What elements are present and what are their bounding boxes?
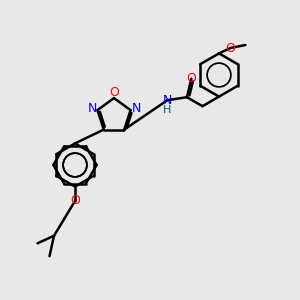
Text: O: O [187, 72, 196, 85]
Text: N: N [87, 102, 97, 115]
Text: N: N [163, 94, 172, 107]
Text: O: O [70, 194, 80, 208]
Text: O: O [109, 86, 119, 99]
Text: O: O [226, 41, 235, 55]
Text: N: N [131, 102, 141, 115]
Text: H: H [163, 105, 172, 115]
